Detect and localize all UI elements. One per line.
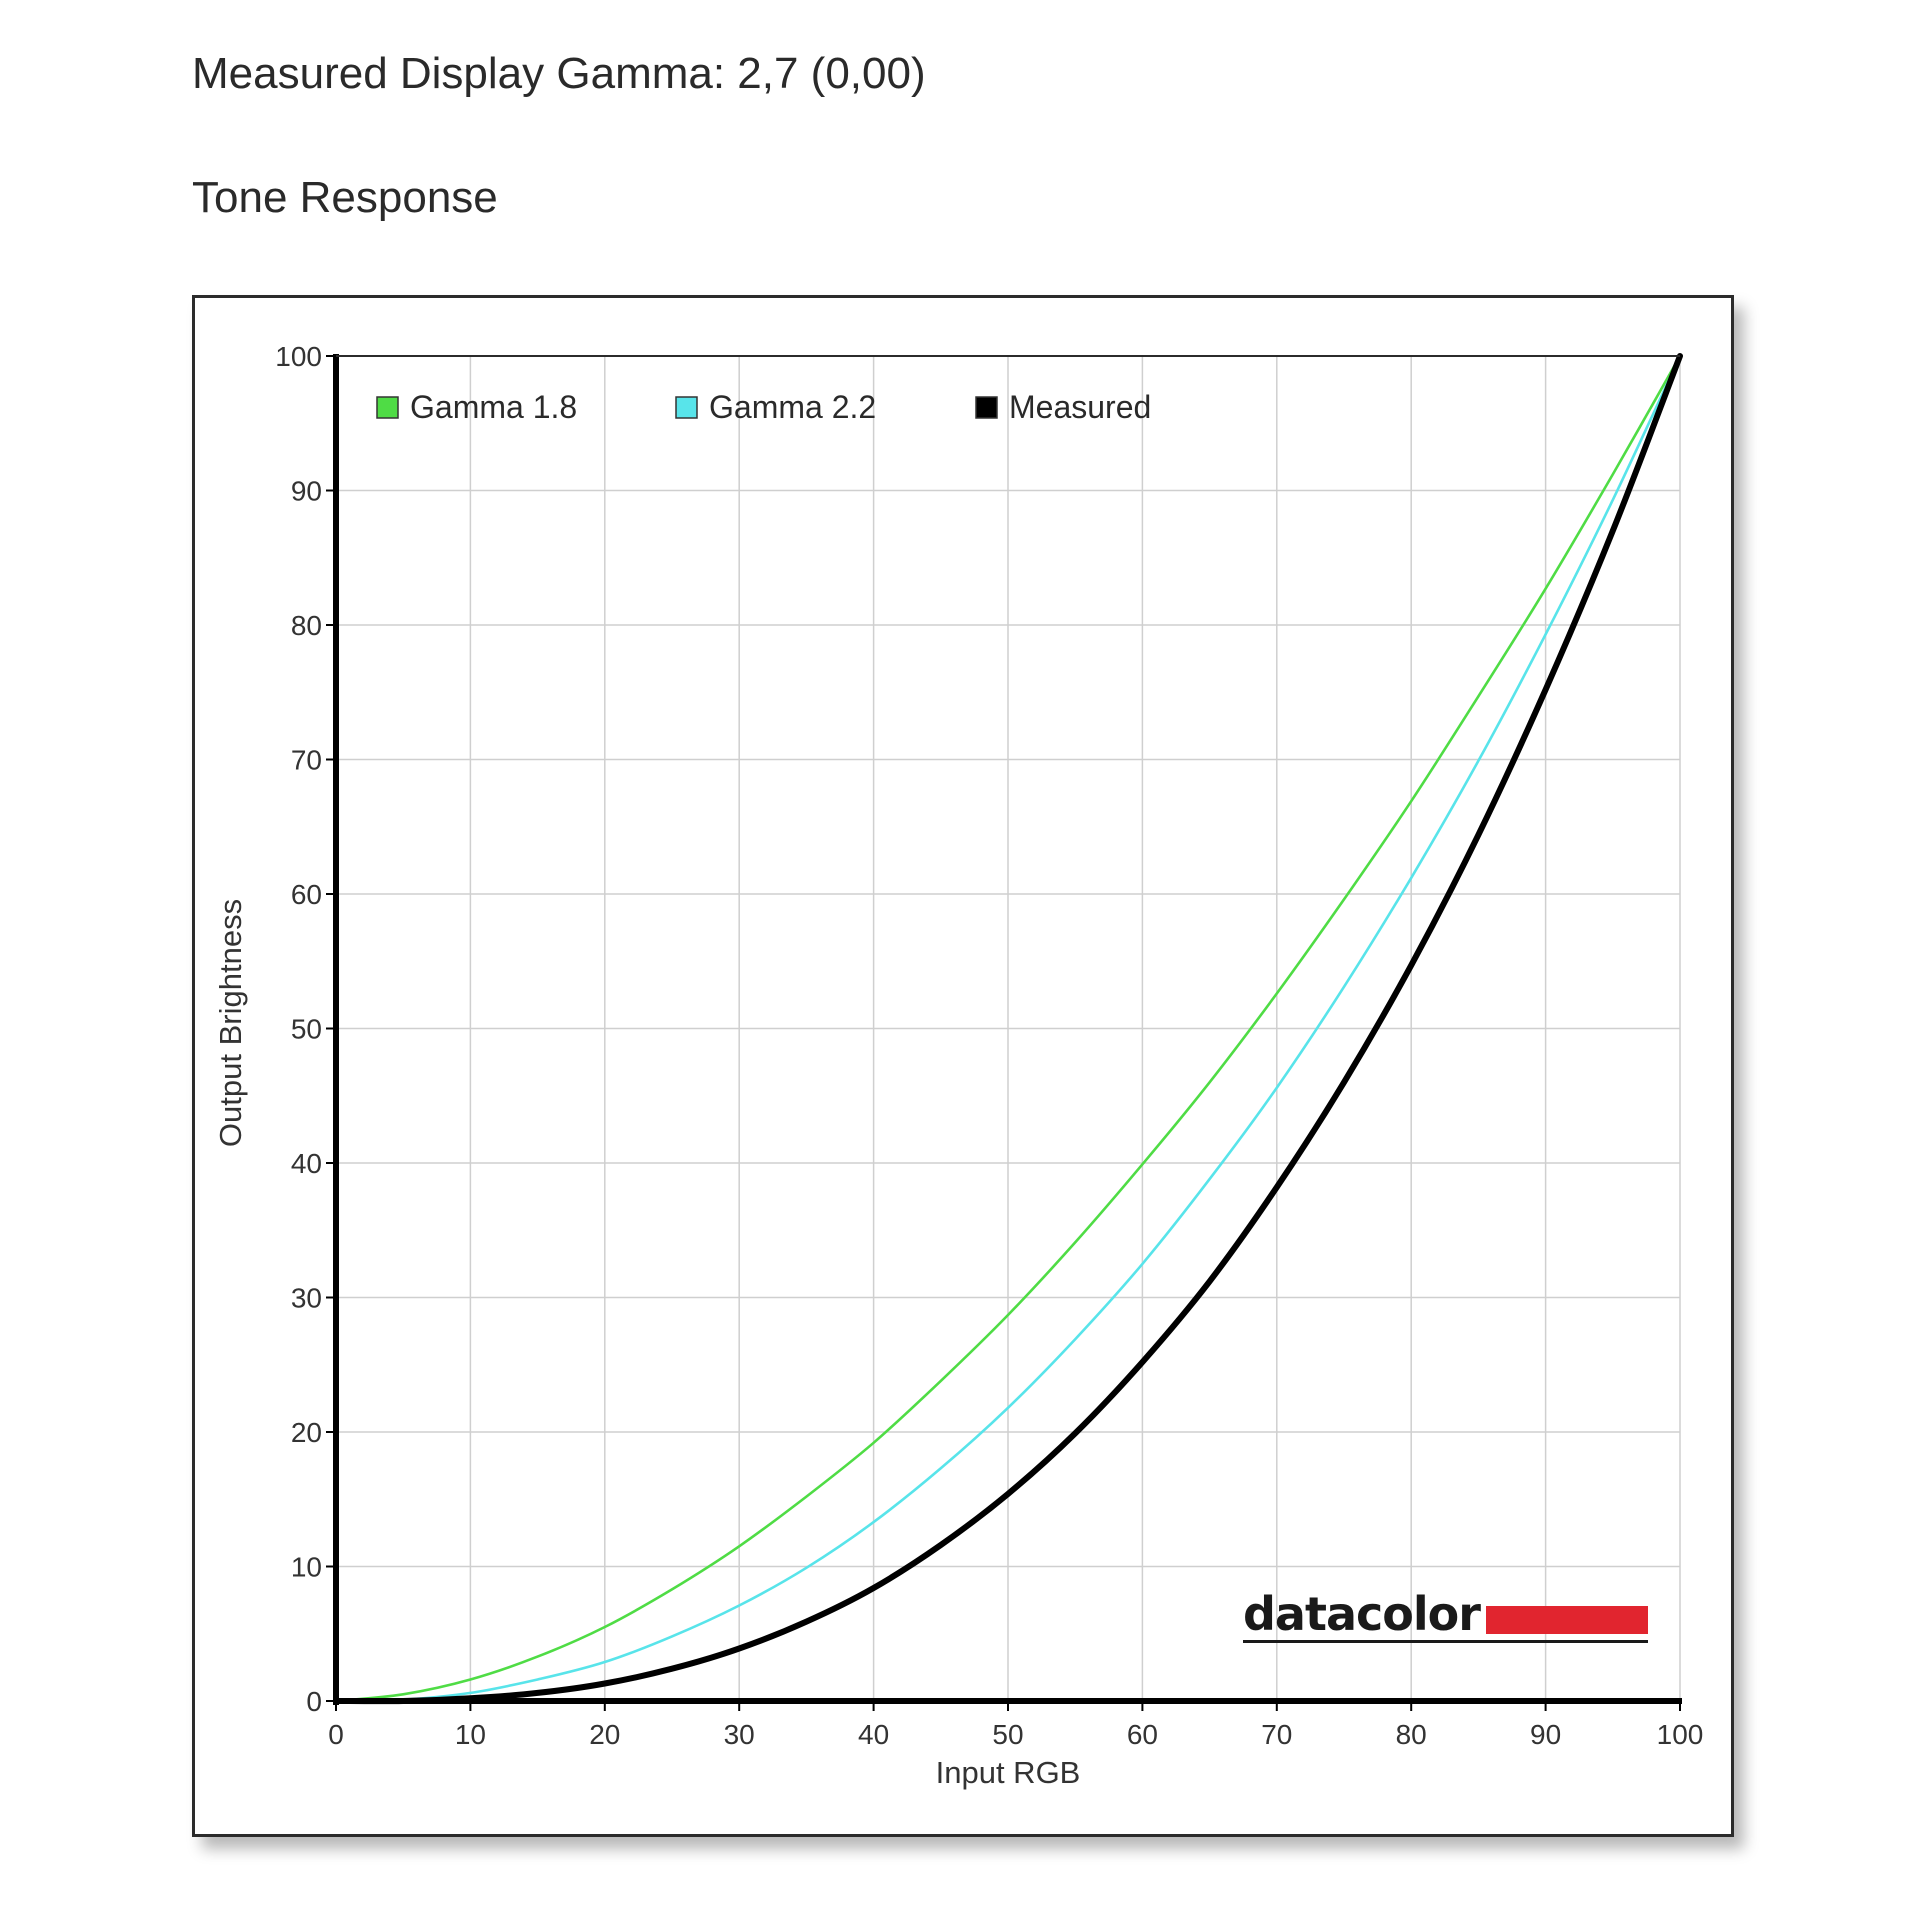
x-tick-label-20: 20 bbox=[589, 1719, 620, 1750]
x-axis-title: Input RGB bbox=[936, 1755, 1081, 1790]
y-tick-label-50: 50 bbox=[291, 1014, 322, 1045]
legend-label-gamma-2-2: Gamma 2.2 bbox=[709, 389, 876, 425]
y-axis-title: Output Brightness bbox=[213, 899, 248, 1147]
x-tick-label-10: 10 bbox=[455, 1719, 486, 1750]
tone-response-heading: Tone Response bbox=[192, 173, 498, 222]
x-tick-label-60: 60 bbox=[1127, 1719, 1158, 1750]
y-tick-label-40: 40 bbox=[291, 1148, 322, 1179]
y-tick-label-20: 20 bbox=[291, 1417, 322, 1448]
legend-label-measured: Measured bbox=[1009, 389, 1151, 425]
x-tick-label-30: 30 bbox=[724, 1719, 755, 1750]
measured-gamma-heading: Measured Display Gamma: 2,7 (0,00) bbox=[192, 49, 926, 98]
x-tick-label-50: 50 bbox=[992, 1719, 1023, 1750]
tone-response-chart: 0 10 20 30 40 50 60 70 80 90 100 0 10 20 30 40 50 60 70 80 9… bbox=[213, 341, 1703, 1790]
y-tick-label-70: 70 bbox=[291, 745, 322, 776]
y-tick-label-10: 10 bbox=[291, 1552, 322, 1583]
logo-underline bbox=[1243, 1640, 1648, 1643]
grid bbox=[336, 355, 1681, 1701]
tick-labels: 0 10 20 30 40 50 60 70 80 90 100 0 10 20 30 40 50 60 70 80 9… bbox=[275, 341, 1703, 1750]
x-tick-label-90: 90 bbox=[1530, 1719, 1561, 1750]
logo-red-bar bbox=[1486, 1606, 1648, 1634]
x-tick-label-0: 0 bbox=[328, 1719, 344, 1750]
legend: Gamma 1.8 Gamma 2.2 Measured bbox=[376, 389, 1151, 425]
legend-swatch-measured bbox=[975, 396, 998, 419]
logo-text: datacolor bbox=[1243, 1587, 1481, 1641]
x-tick-label-100: 100 bbox=[1657, 1719, 1704, 1750]
series-line-gamma-1-8 bbox=[334, 354, 1682, 1703]
y-tick-label-100: 100 bbox=[275, 341, 322, 372]
series-line-gamma-2-2 bbox=[334, 354, 1682, 1703]
y-tick-label-30: 30 bbox=[291, 1283, 322, 1314]
datacolor-logo: datacolor bbox=[1243, 1587, 1648, 1643]
series-line-measured bbox=[333, 353, 1683, 1705]
tone-response-chart-frame: 0 10 20 30 40 50 60 70 80 90 100 0 10 20 30 40 50 60 70 80 9… bbox=[192, 295, 1734, 1837]
x-tick-label-80: 80 bbox=[1396, 1719, 1427, 1750]
y-tick-label-60: 60 bbox=[291, 879, 322, 910]
y-tick-label-0: 0 bbox=[306, 1686, 322, 1717]
legend-label-gamma-1-8: Gamma 1.8 bbox=[410, 389, 577, 425]
legend-swatch-gamma-2-2 bbox=[675, 396, 698, 419]
x-tick-label-70: 70 bbox=[1261, 1719, 1292, 1750]
y-tick-label-90: 90 bbox=[291, 476, 322, 507]
x-tick-label-40: 40 bbox=[858, 1719, 889, 1750]
legend-swatch-gamma-1-8 bbox=[376, 396, 399, 419]
y-tick-label-80: 80 bbox=[291, 610, 322, 641]
series-layer bbox=[333, 353, 1683, 1705]
